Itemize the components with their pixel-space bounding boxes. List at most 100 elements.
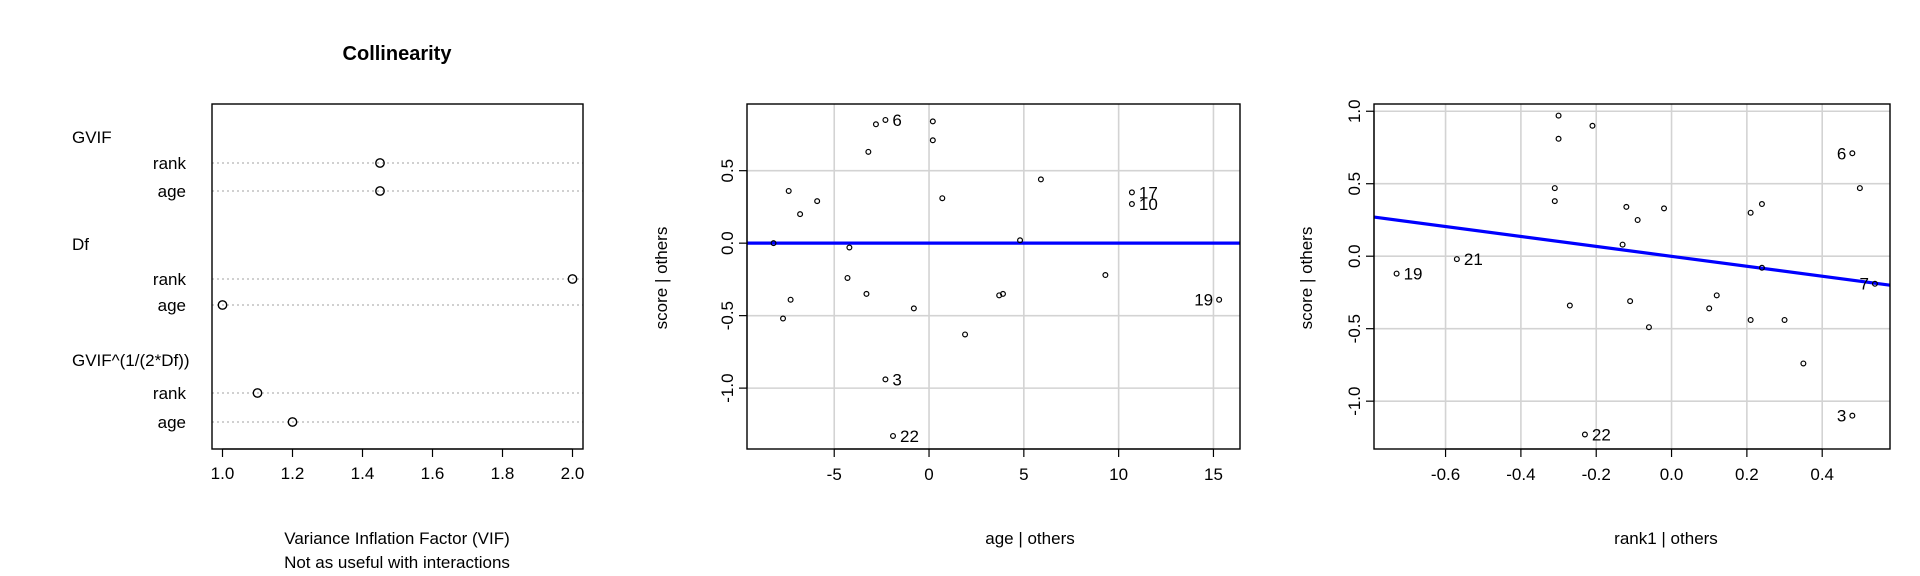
data-point	[217, 300, 228, 310]
x-tick-label: 1.0	[211, 464, 235, 483]
group-label: Df	[72, 235, 89, 254]
point-label: 21	[1464, 250, 1483, 269]
data-point	[1566, 302, 1573, 309]
data-point	[1634, 216, 1641, 223]
row-label: rank	[153, 270, 187, 289]
data-point	[1555, 135, 1562, 142]
data-point	[1037, 176, 1044, 183]
data-point	[1627, 298, 1634, 305]
data-point	[1758, 201, 1765, 208]
y-tick-label: -1.0	[1345, 387, 1364, 416]
data-point	[844, 274, 851, 281]
data-point	[787, 296, 794, 303]
regression-line	[1373, 215, 1891, 287]
y-axis-label: score | others	[652, 227, 671, 330]
x-tick-label: 1.2	[281, 464, 305, 483]
data-point	[1856, 185, 1863, 192]
row-label: age	[158, 182, 186, 201]
data-point	[785, 187, 792, 194]
x-tick-label: 15	[1204, 465, 1223, 484]
data-point	[814, 198, 821, 205]
data-point	[1849, 412, 1856, 419]
point-label: 19	[1404, 265, 1423, 284]
vif-dotchart-panel: Collinearity Variance Inflation Factor (…	[72, 43, 584, 572]
point-label: 3	[892, 370, 901, 389]
point-label: 3	[1837, 407, 1846, 426]
x-tick-label: 0	[924, 465, 933, 484]
age-partial-regression-panel: age | others score | others 6322171019-5…	[652, 103, 1241, 548]
data-point	[1017, 237, 1024, 244]
x-tick-label: -0.4	[1506, 465, 1535, 484]
x-axis-label: Variance Inflation Factor (VIF)	[284, 529, 510, 548]
data-point	[1661, 205, 1668, 212]
data-point	[1555, 112, 1562, 119]
x-axis-label: rank1 | others	[1614, 529, 1718, 548]
data-point	[375, 158, 385, 168]
x-tick-label: 1.6	[421, 464, 445, 483]
row-label: age	[158, 413, 186, 432]
data-point	[375, 186, 385, 196]
data-point	[1216, 296, 1223, 303]
data-point	[999, 290, 1006, 297]
y-axis-label: score | others	[1297, 227, 1316, 330]
x-tick-label: 0.4	[1810, 465, 1834, 484]
x-tick-label: 1.8	[491, 464, 515, 483]
plot-frame	[746, 103, 1241, 450]
data-point	[780, 315, 787, 322]
group-label: GVIF^(1/(2*Df))	[72, 351, 190, 370]
y-tick-label: -1.0	[718, 373, 737, 402]
data-point	[910, 305, 917, 312]
data-point	[1453, 256, 1460, 263]
data-point	[1747, 209, 1754, 216]
data-point	[797, 211, 804, 218]
data-point	[1781, 316, 1788, 323]
x-tick-label: -0.2	[1582, 465, 1611, 484]
data-point	[1393, 270, 1400, 277]
x-tick-label: 0.0	[1660, 465, 1684, 484]
row-label: rank	[153, 384, 187, 403]
data-point	[882, 116, 889, 123]
data-point	[1800, 360, 1807, 367]
y-tick-label: 0.5	[1345, 172, 1364, 196]
row-label: age	[158, 296, 186, 315]
data-point	[1589, 122, 1596, 129]
data-point	[1706, 305, 1713, 312]
data-point	[865, 148, 872, 155]
y-tick-label: 0.0	[1345, 244, 1364, 268]
x-tick-label: 2.0	[561, 464, 585, 483]
point-label: 17	[1139, 183, 1158, 202]
data-point	[863, 290, 870, 297]
x-tick-label: -5	[827, 465, 842, 484]
point-label: 10	[1139, 195, 1158, 214]
data-point	[890, 432, 897, 439]
data-point	[1623, 203, 1630, 210]
rank1-partial-regression-panel: rank1 | others score | others 19 21 22 6 3 7 -…	[1297, 99, 1891, 548]
point-label: 7	[1859, 275, 1868, 294]
x-tick-label: -0.6	[1431, 465, 1460, 484]
data-point	[1128, 189, 1135, 196]
chart-title: Collinearity	[343, 43, 453, 65]
data-point	[1758, 264, 1765, 271]
point-label: 6	[892, 111, 901, 130]
x-tick-label: 10	[1109, 465, 1128, 484]
group-label: GVIF	[72, 128, 112, 147]
data-point	[1128, 201, 1135, 208]
data-point	[882, 376, 889, 383]
data-point	[252, 388, 263, 398]
y-tick-label: 0.5	[718, 159, 737, 183]
data-point	[567, 274, 578, 284]
data-point	[929, 118, 936, 125]
data-point	[1849, 150, 1856, 157]
data-point	[1581, 431, 1588, 438]
data-point	[1551, 185, 1558, 192]
data-point	[962, 331, 969, 338]
data-point	[939, 195, 946, 202]
data-point	[1645, 324, 1652, 331]
x-axis-label: age | others	[985, 529, 1074, 548]
x-tick-label: 5	[1019, 465, 1028, 484]
y-tick-label: -0.5	[1345, 314, 1364, 343]
plot-frame	[211, 103, 584, 450]
x-tick-label: 0.2	[1735, 465, 1759, 484]
data-point	[1102, 272, 1109, 279]
